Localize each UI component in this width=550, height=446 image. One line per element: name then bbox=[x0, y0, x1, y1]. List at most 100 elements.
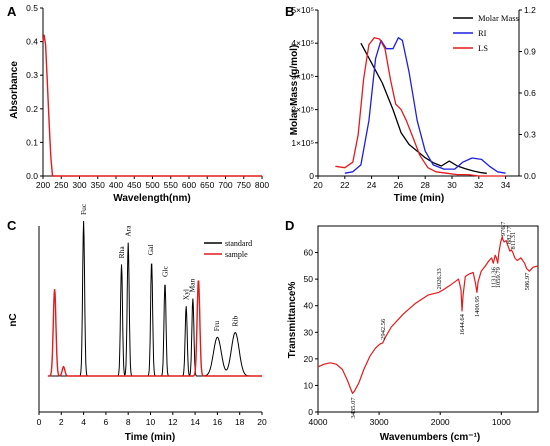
panel-d-peak-annotation: 1400.95 bbox=[474, 296, 481, 317]
panel-d-ytick-label: 50 bbox=[304, 274, 314, 284]
panel-c-xtick-label: 0 bbox=[37, 417, 42, 427]
panel-c-peak-label: Fuc bbox=[79, 203, 88, 215]
panel-a-ytick-label: 0.3 bbox=[26, 70, 38, 80]
panel-d-ytick-label: 40 bbox=[304, 301, 314, 311]
panel-d-ytick-label: 30 bbox=[304, 327, 314, 337]
panel-d-peak-annotation: 1131.36 bbox=[491, 266, 498, 288]
panel-a-xtick-label: 400 bbox=[109, 180, 123, 190]
panel-a-xtick-label: 750 bbox=[237, 180, 251, 190]
panel-a-ytick-label: 0.2 bbox=[26, 104, 38, 114]
panel-d-peak-annotation: 1059.79 bbox=[495, 267, 502, 288]
panel-b-xtick-label: 24 bbox=[367, 180, 377, 190]
panel-d-ytick-label: 20 bbox=[304, 354, 314, 364]
panel-b-ytick-label: 4×10⁵ bbox=[291, 38, 314, 48]
panel-b-ytick-label: 0 bbox=[309, 171, 314, 181]
panel-d-peak-annotation: 976.7 bbox=[500, 221, 507, 236]
panel-a-xtick-label: 300 bbox=[72, 180, 86, 190]
panel-c-xtick-label: 20 bbox=[257, 417, 267, 427]
panel-a-xtick-label: 450 bbox=[127, 180, 141, 190]
panel-b-label: B bbox=[285, 4, 294, 19]
panel-a-series-line bbox=[42, 34, 262, 177]
panel-a-xtick-label: 700 bbox=[218, 180, 232, 190]
panel-c-xtick-label: 8 bbox=[126, 417, 131, 427]
panel-c-label: C bbox=[7, 218, 17, 233]
panel-c-peak-label: Fru bbox=[212, 321, 221, 332]
panel-c-peak-label: Man bbox=[187, 279, 196, 293]
panel-d-peak-annotation: 3435.07 bbox=[350, 397, 357, 419]
panel-d-peak-annotation: 1644.64 bbox=[459, 313, 466, 335]
panel-a-xlabel: Wavelength(nm) bbox=[113, 193, 190, 204]
panel-c-xtick-label: 16 bbox=[213, 417, 223, 427]
panel-a-xtick-label: 350 bbox=[91, 180, 105, 190]
panel-b: B Molar Mass (g/mol) Time (min) 0 1×10⁵ 2×… bbox=[285, 4, 536, 204]
panel-a-xtick-label: 550 bbox=[164, 180, 178, 190]
panel-a-ytick-label: 0.0 bbox=[26, 171, 38, 181]
panel-b-series-ri bbox=[344, 37, 506, 174]
panel-c-xtick-label: 10 bbox=[146, 417, 156, 427]
panel-a-xtick-label: 500 bbox=[145, 180, 159, 190]
panel-b-legend-label: LS bbox=[478, 43, 488, 53]
panel-d-xtick-label: 2000 bbox=[431, 417, 450, 427]
panel-c-peak-label: Rib bbox=[231, 316, 240, 327]
panel-d-peak-annotation: 882.77 bbox=[506, 226, 513, 245]
panel-a-ytick-label: 0.4 bbox=[26, 37, 38, 47]
panel-b-xtick-label: 20 bbox=[313, 180, 323, 190]
panel-c-xtick-label: 18 bbox=[235, 417, 245, 427]
panel-b-ytick-right-label: 1.2 bbox=[524, 5, 536, 15]
panel-d-ytick-label: 10 bbox=[304, 380, 314, 390]
panel-b-series-molar-mass bbox=[360, 42, 487, 174]
panel-d-ytick-label: 60 bbox=[304, 248, 314, 258]
panel-a-xtick-label: 250 bbox=[54, 180, 68, 190]
panel-b-ylabel: Molar Mass (g/mol) bbox=[289, 45, 300, 136]
panel-a-xtick-label: 200 bbox=[36, 180, 50, 190]
panel-b-ytick-label: 5×10⁵ bbox=[291, 5, 314, 15]
panel-d-peak-annotation: 811.31 bbox=[510, 232, 517, 250]
panel-a-ylabel: Absorbance bbox=[9, 61, 20, 119]
panel-d-xlabel: Wavenumbers (cm⁻¹) bbox=[380, 432, 480, 443]
panel-b-ytick-right-label: 0.6 bbox=[524, 88, 536, 98]
panel-b-xtick-label: 26 bbox=[394, 180, 404, 190]
panel-c-peak-label: Gal bbox=[146, 244, 155, 255]
panel-b-xtick-label: 28 bbox=[420, 180, 430, 190]
panel-b-legend-label: Molar Mass bbox=[478, 13, 519, 23]
panel-d: D Transmittance% Wavenumbers (cm⁻¹) 0 10 2… bbox=[285, 218, 539, 443]
panel-d-peak-annotation: 2942.56 bbox=[380, 318, 387, 340]
panel-b-ytick-right-label: 0.9 bbox=[524, 47, 536, 57]
panel-c-peak-label: Rha bbox=[117, 246, 126, 259]
panel-c-xlabel: Time (min) bbox=[125, 432, 175, 443]
panel-c-peak-label: Xyl bbox=[182, 289, 191, 300]
panel-b-xlabel: Time (min) bbox=[394, 193, 444, 204]
panel-d-xtick-label: 4000 bbox=[309, 417, 328, 427]
panel-d-peak-annotation: 586.97 bbox=[524, 272, 531, 291]
panel-a: A Absorbance Wavelength(nm) 0.0 0.1 0.2 0.3… bbox=[7, 3, 269, 204]
panel-c-xtick-label: 14 bbox=[190, 417, 200, 427]
panel-b-xtick-label: 32 bbox=[474, 180, 484, 190]
panel-d-xtick-label: 3000 bbox=[370, 417, 389, 427]
panel-d-xtick-label: 1000 bbox=[492, 417, 511, 427]
panel-c-xtick-label: 2 bbox=[59, 417, 64, 427]
panel-d-label: D bbox=[285, 218, 294, 233]
panel-a-xtick-label: 600 bbox=[182, 180, 196, 190]
panel-c-peak-label: Ara bbox=[124, 225, 133, 237]
panel-c-legend-label: sample bbox=[225, 250, 248, 259]
panel-b-ytick-right-label: 0.3 bbox=[524, 130, 536, 140]
panel-b-series-ls bbox=[335, 37, 506, 177]
panel-b-xtick-label: 22 bbox=[340, 180, 350, 190]
panel-b-ytick-label: 1×10⁵ bbox=[291, 138, 314, 148]
panel-a-label: A bbox=[7, 4, 17, 19]
panel-c-legend-label: standard bbox=[225, 239, 252, 248]
panel-a-xtick-label: 800 bbox=[255, 180, 269, 190]
panel-d-spectrum-line bbox=[317, 236, 539, 394]
panel-b-xtick-label: 30 bbox=[447, 180, 457, 190]
panel-b-legend-label: RI bbox=[478, 28, 487, 38]
panel-b-ytick-label: 2×10⁵ bbox=[291, 105, 314, 115]
panel-d-ytick-label: 0 bbox=[308, 407, 313, 417]
panel-d-frame bbox=[317, 225, 539, 413]
panel-a-ytick-label: 0.5 bbox=[26, 3, 38, 13]
panel-d-ylabel: Transmittance% bbox=[287, 282, 298, 359]
panel-b-xtick-label: 34 bbox=[501, 180, 511, 190]
panel-c-series-sample bbox=[47, 280, 262, 377]
panel-c-xtick-label: 6 bbox=[104, 417, 109, 427]
panel-c-peak-label: Glc bbox=[160, 266, 169, 278]
